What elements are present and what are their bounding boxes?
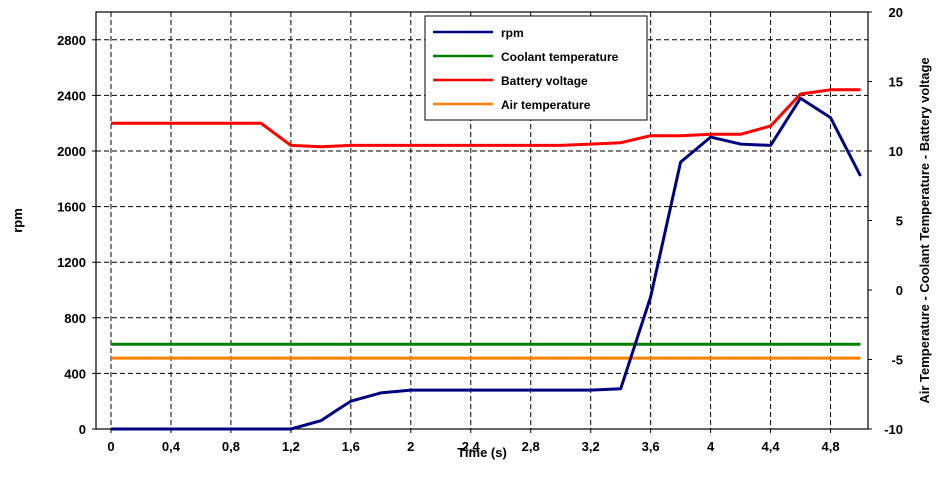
x-tick-label: 0,8 [222,439,240,454]
x-tick-label: 1,2 [282,439,300,454]
series-lines [111,88,862,431]
x-tick-label: 3,2 [582,439,600,454]
y2-tick-label: 20 [889,5,903,20]
x-axis-title: Time (s) [457,445,507,460]
left-axis-ticks: 0 400 800 1200 1600 2000 2400 2800 [57,33,96,437]
x-tick-label: 4 [707,439,715,454]
x-tick-label: 4,4 [762,439,781,454]
y-tick-label: 2000 [57,144,86,159]
y-axis-title: rpm [10,208,25,233]
y-tick-label: 1600 [57,200,86,215]
horizontal-grid [96,39,868,374]
series-line-battery-voltage [111,88,861,149]
y-tick-label: 2400 [57,88,86,103]
y-tick-label: 2800 [57,33,86,48]
x-tick-label: 2,8 [522,439,540,454]
y2-tick-label: -5 [891,353,903,368]
y2-tick-label: -10 [884,422,903,437]
x-tick-label: 2 [407,439,414,454]
x-axis-ticks: 0 0,4 0,8 1,2 1,6 2 2,4 2,8 3,2 3,6 4 4,4 4,8 [107,429,840,454]
legend-box [424,15,648,121]
x-tick-label: 2,4 [462,439,481,454]
legend-label: rpm [501,26,524,40]
y2-tick-label: 0 [896,283,903,298]
legend-label: Battery voltage [501,74,588,88]
y2-tick-label: 5 [896,214,903,229]
x-tick-label: 0 [107,439,114,454]
y-tick-label: 400 [64,366,86,381]
legend-label: Coolant temperature [501,50,619,64]
y2-axis-title: Air Temperature - Coolant Temperature - … [917,57,932,403]
right-axis-ticks: -10 -5 0 5 10 15 20 [868,5,903,437]
x-tick-label: 3,6 [642,439,660,454]
series-line-rpm [111,96,862,431]
y-tick-label: 800 [64,311,86,326]
y2-tick-label: 15 [889,75,903,90]
y-tick-label: 0 [79,422,86,437]
y-tick-label: 1200 [57,255,86,270]
x-tick-label: 0,4 [162,439,181,454]
y2-tick-label: 10 [889,144,903,159]
x-tick-label: 1,6 [342,439,360,454]
legend: rpm Coolant temperature Battery voltage Air… [424,15,648,121]
x-tick-label: 4,8 [821,439,839,454]
legend-label: Air temperature [501,98,591,112]
